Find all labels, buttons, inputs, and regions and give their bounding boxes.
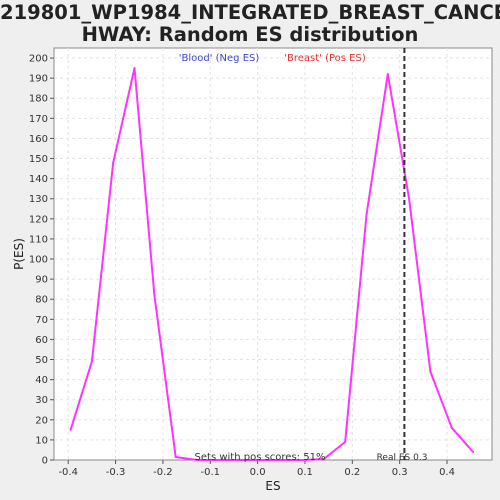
x-tick-label: 0.2	[344, 467, 360, 478]
data-point	[69, 428, 72, 431]
legend-neg-label: 'Blood' (Neg ES)	[179, 53, 260, 64]
data-point	[386, 73, 389, 76]
y-tick-label: 190	[29, 74, 48, 85]
data-point	[472, 450, 475, 453]
y-tick-label: 170	[29, 114, 48, 125]
grid	[54, 48, 492, 460]
data-point	[259, 459, 262, 461]
data-point	[238, 459, 241, 461]
x-axis-label: ES	[265, 479, 280, 493]
y-tick-label: 140	[29, 174, 48, 185]
pos-scores-annotation: Sets with pos scores: 51%	[195, 452, 326, 463]
y-tick-label: 90	[35, 275, 48, 286]
y-tick-label: 60	[35, 335, 48, 346]
plot-area	[53, 47, 493, 461]
series-layer	[69, 67, 475, 461]
y-tick-label: 40	[35, 375, 48, 386]
y-tick-label: 130	[29, 194, 48, 205]
data-point	[196, 459, 199, 461]
y-tick-label: 150	[29, 154, 48, 165]
x-tick-label: 0.4	[439, 467, 455, 478]
es-distribution-line	[69, 67, 474, 461]
data-point	[174, 455, 177, 458]
y-tick-label: 100	[29, 255, 48, 266]
y-tick-label: 110	[29, 234, 48, 245]
x-tick-label: 0.1	[297, 467, 313, 478]
y-tick-label: 50	[35, 355, 48, 366]
x-tick-label: 0.0	[250, 467, 266, 478]
y-tick-label: 30	[35, 395, 48, 406]
chart-title-line-2: HWAY: Random ES distribution	[81, 23, 419, 46]
data-point	[344, 440, 347, 443]
data-point	[133, 67, 136, 70]
chart-title: 219801_WP1984_INTEGRATED_BREAST_CANCER_P…	[0, 0, 500, 46]
x-tick-label: -0.1	[201, 467, 221, 478]
data-point	[429, 370, 432, 373]
data-point	[408, 197, 411, 200]
y-tick-label: 20	[35, 415, 48, 426]
data-point	[112, 161, 115, 164]
y-tick-label: 120	[29, 214, 48, 225]
chart-title-line-1: 219801_WP1984_INTEGRATED_BREAST_CANCER_P…	[0, 1, 500, 24]
y-tick-label: 10	[35, 435, 48, 446]
y-tick-label: 80	[35, 295, 48, 306]
data-point	[153, 294, 156, 297]
data-point	[90, 360, 93, 363]
data-point	[365, 213, 368, 216]
y-tick-label: 200	[29, 54, 48, 65]
y-axis: 0 10 20 30 40 50 60 70 80 90 100 110 120 130 140 150 160…	[29, 54, 54, 467]
x-axis: -0.4 -0.3 -0.2 -0.1 0.0 0.1 0.2 0.3 0.4	[58, 460, 455, 478]
x-tick-label: -0.4	[58, 467, 78, 478]
y-tick-label: 70	[35, 315, 48, 326]
data-point	[281, 459, 284, 461]
legend-pos-label: 'Breast' (Pos ES)	[284, 53, 366, 64]
y-tick-label: 160	[29, 134, 48, 145]
data-point	[322, 457, 325, 460]
x-tick-label: -0.2	[153, 467, 173, 478]
y-axis-label: P(ES)	[12, 238, 26, 270]
y-tick-label: 0	[42, 456, 48, 467]
y-tick-label: 180	[29, 94, 48, 105]
data-point	[302, 459, 305, 461]
x-tick-label: -0.3	[106, 467, 126, 478]
x-tick-label: 0.3	[392, 467, 408, 478]
data-point	[450, 426, 453, 429]
data-point	[217, 459, 220, 461]
real-es-label: Real ES 0.3	[377, 453, 428, 463]
